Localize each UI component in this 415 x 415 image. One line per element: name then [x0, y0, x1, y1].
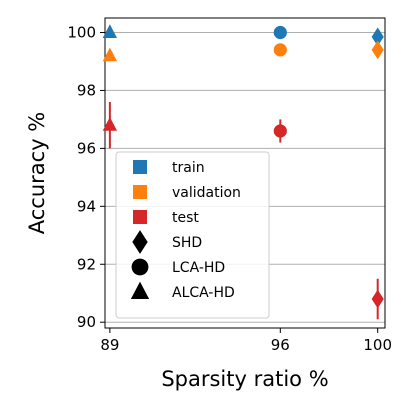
legend-swatch-validation [133, 185, 147, 199]
y-tick-label: 90 [77, 313, 96, 331]
y-tick-label: 100 [67, 23, 96, 41]
legend-label-lca-hd: LCA-HD [172, 260, 225, 276]
legend-marker-alca-hd [130, 281, 150, 300]
x-tick-label: 89 [100, 336, 119, 354]
point-shd-train [371, 27, 384, 47]
x-tick-label: 100 [363, 336, 392, 354]
point-alca-hd-validation [102, 47, 118, 62]
y-axis-label: Accuracy % [25, 112, 49, 235]
legend-box [115, 151, 270, 319]
point-alca-hd-test [102, 117, 118, 131]
point-lca-hd-validation [273, 43, 287, 57]
y-tick-label: 92 [77, 255, 96, 273]
legend-label-test: test [172, 210, 199, 226]
plot-frame [104, 17, 386, 329]
legend-swatch-test [133, 210, 147, 224]
legend-label-shd: SHD [172, 235, 202, 251]
legend-marker-lca-hd [131, 258, 149, 276]
point-lca-hd-test [273, 124, 287, 138]
legend-label-alca-hd: ALCA-HD [172, 285, 235, 301]
point-shd-validation [371, 40, 384, 60]
legend-marker-shd [132, 230, 148, 254]
legend-label-validation: validation [172, 185, 241, 201]
y-tick-label: 98 [77, 81, 96, 99]
y-tick-label: 94 [77, 197, 96, 215]
x-axis-label: Sparsity ratio % [161, 367, 328, 391]
point-lca-hd-train [273, 25, 287, 40]
legend-label-train: train [172, 160, 205, 176]
point-shd-test [371, 289, 384, 309]
data-points [102, 24, 384, 320]
legend-swatch-train [133, 160, 147, 174]
point-alca-hd-train [102, 24, 118, 39]
legend: train validation test SHD LCA-HD ALCA-HD [115, 151, 270, 319]
axis-ticks: 90 92 94 96 98 100 89 96 100 [67, 23, 392, 354]
y-tick-label: 96 [77, 139, 96, 157]
x-tick-label: 96 [271, 336, 290, 354]
